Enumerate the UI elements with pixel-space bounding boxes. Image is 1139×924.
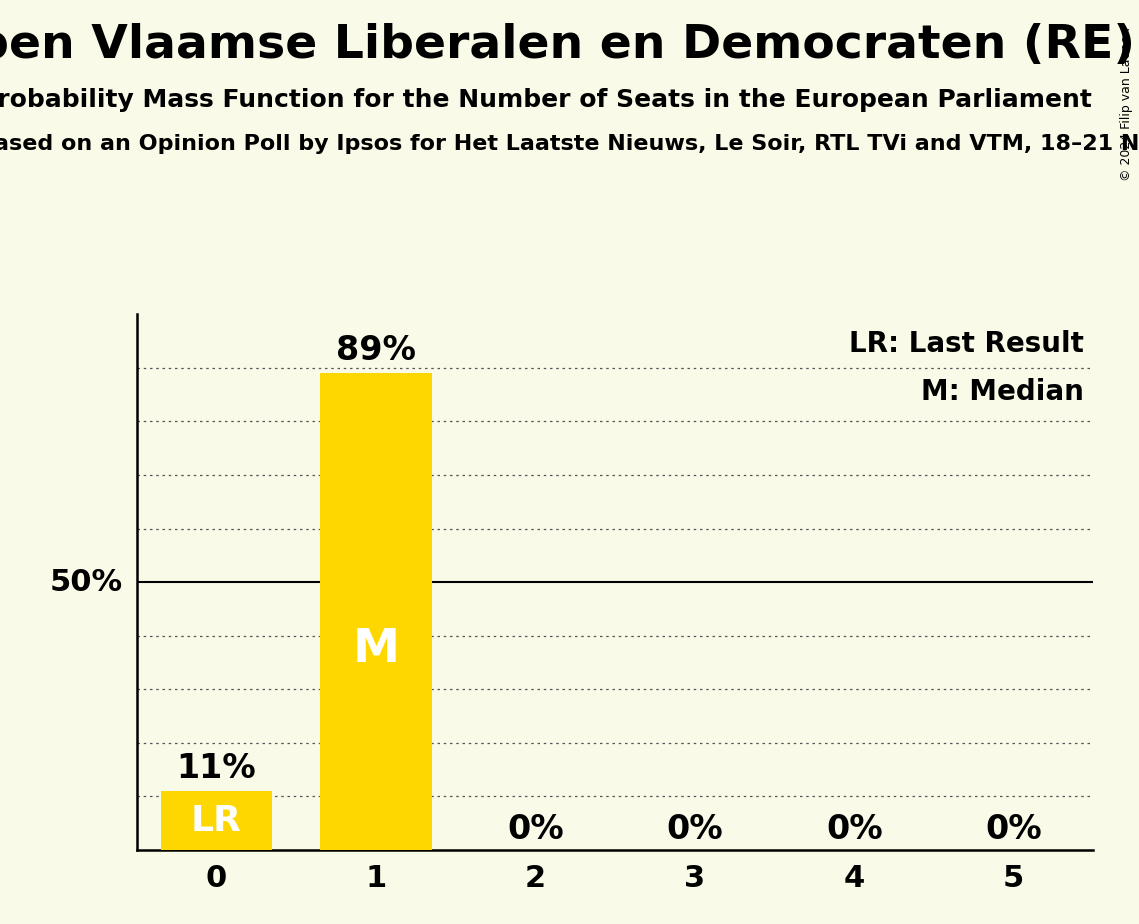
- Text: 0%: 0%: [985, 813, 1042, 845]
- Bar: [320, 373, 432, 850]
- Text: LR: LR: [191, 804, 241, 837]
- Text: M: M: [352, 627, 400, 673]
- Bar: [161, 791, 272, 850]
- Text: 11%: 11%: [177, 752, 256, 784]
- Text: Based on an Opinion Poll by Ipsos for Het Laatste Nieuws, Le Soir, RTL TVi and V: Based on an Opinion Poll by Ipsos for He…: [0, 134, 1139, 154]
- Text: Probability Mass Function for the Number of Seats in the European Parliament: Probability Mass Function for the Number…: [0, 88, 1092, 112]
- Text: M: Median: M: Median: [921, 379, 1084, 407]
- Text: 89%: 89%: [336, 334, 416, 367]
- Text: LR: Last Result: LR: Last Result: [849, 330, 1084, 359]
- Text: 50%: 50%: [49, 567, 122, 597]
- Text: 0%: 0%: [666, 813, 723, 845]
- Text: Open Vlaamse Liberalen en Democraten (RE): Open Vlaamse Liberalen en Democraten (RE…: [0, 23, 1136, 68]
- Text: 0%: 0%: [507, 813, 564, 845]
- Text: 0%: 0%: [826, 813, 883, 845]
- Text: © 2024 Filip van Laenen: © 2024 Filip van Laenen: [1121, 28, 1133, 181]
